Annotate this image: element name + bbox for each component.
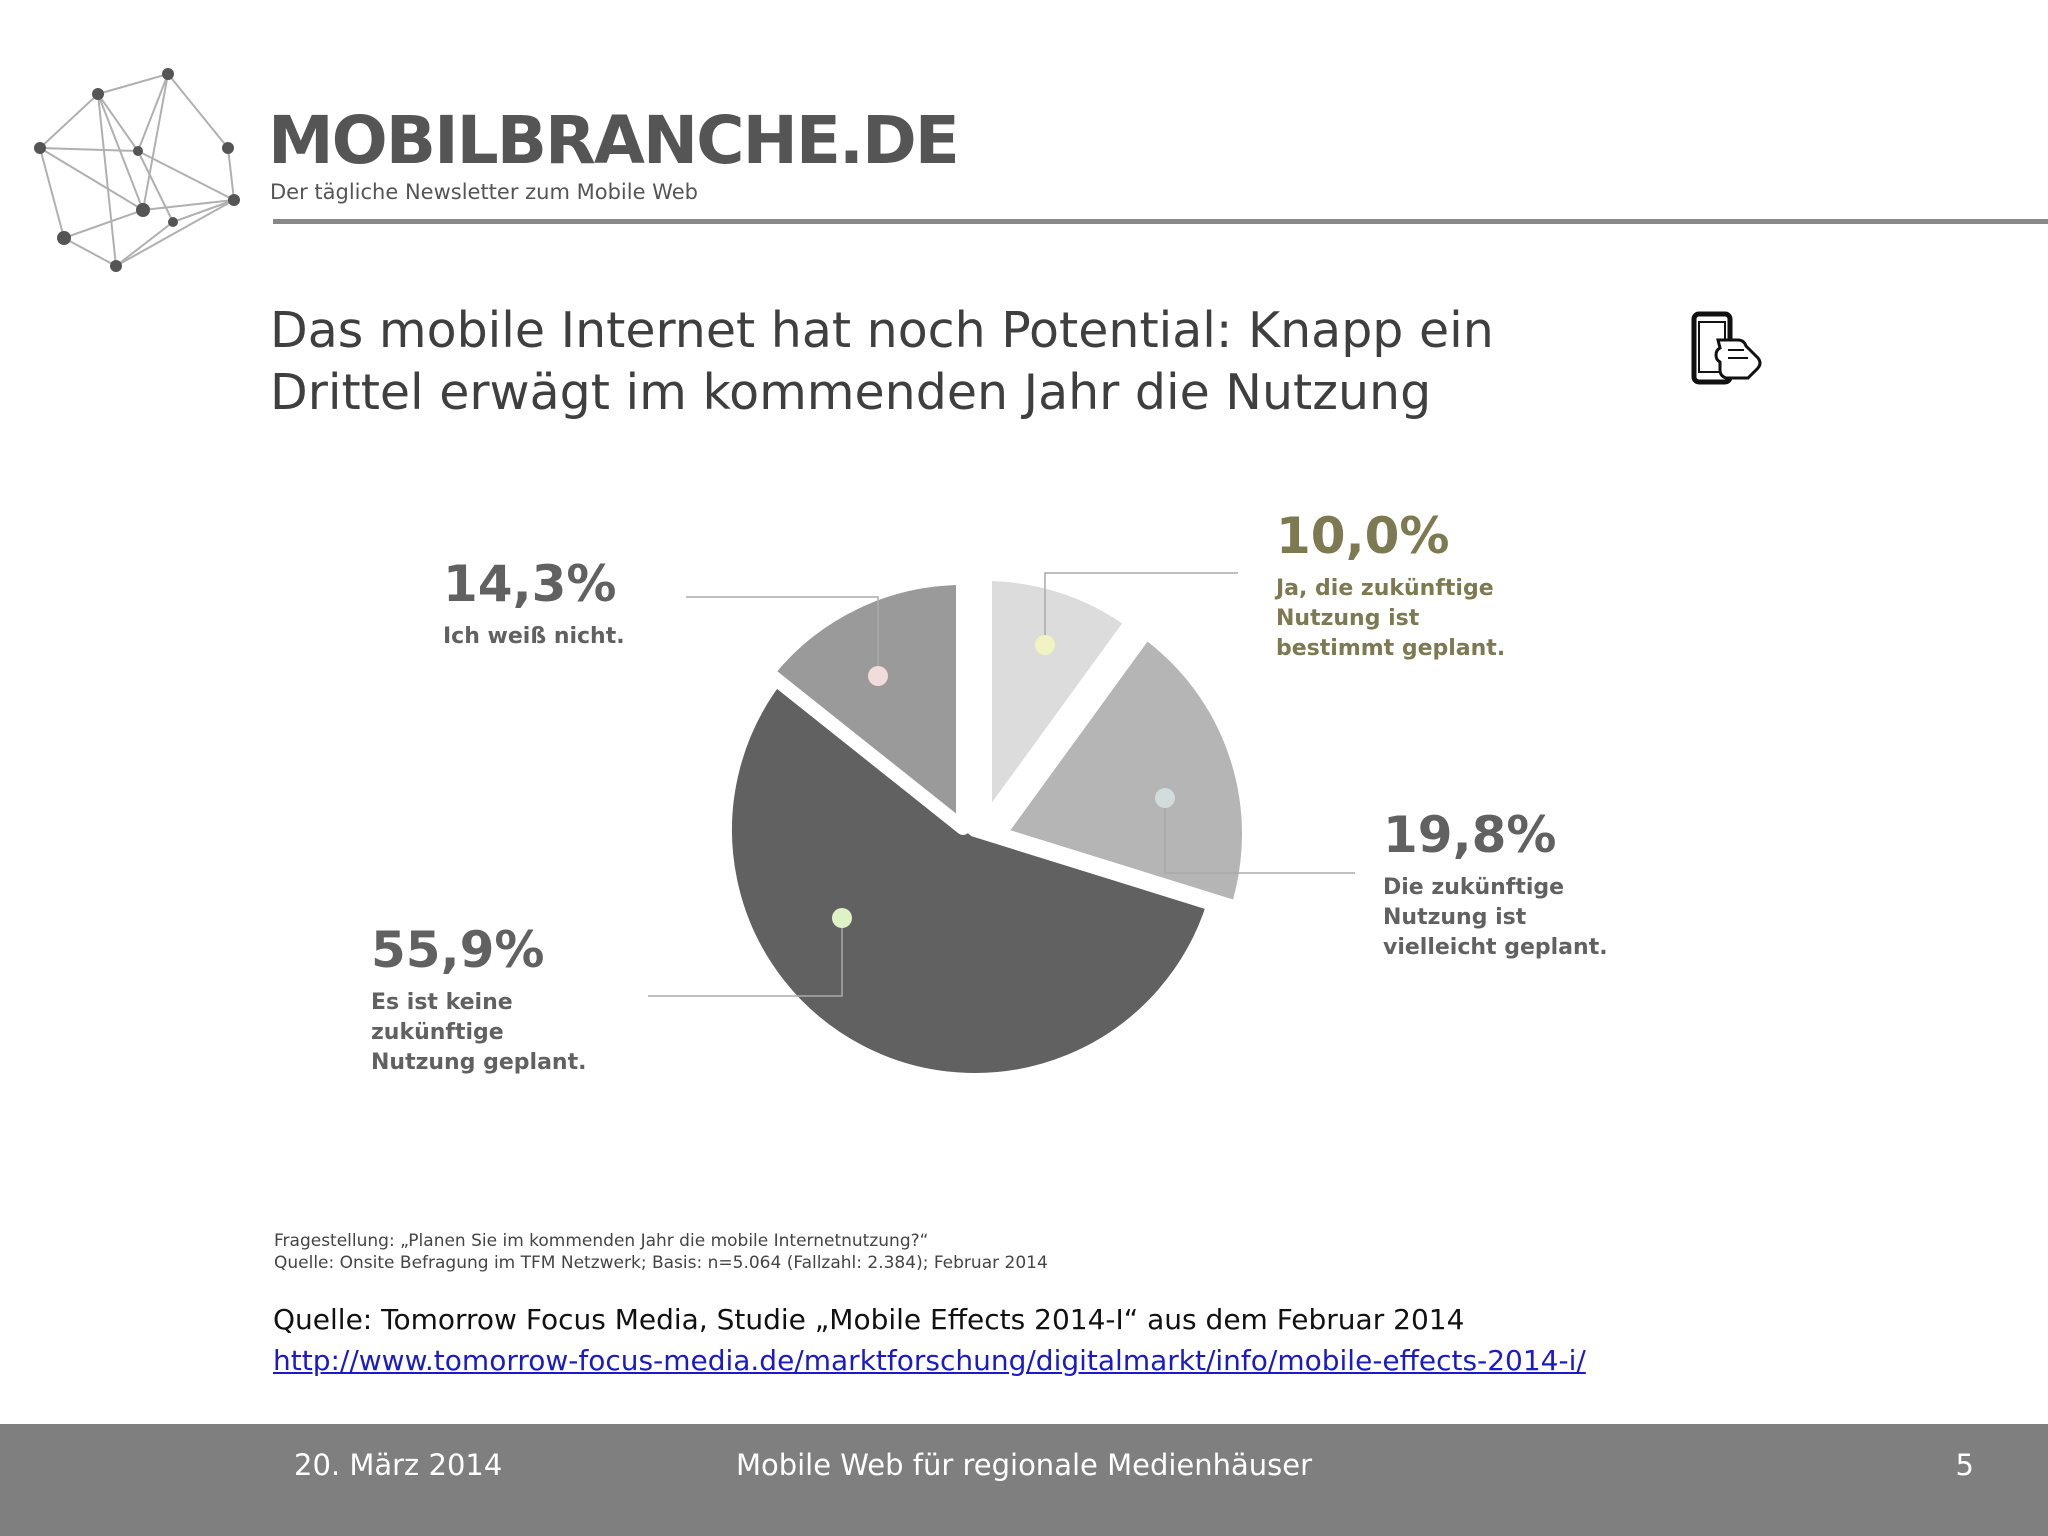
pie-slice-ja-value-label: 10,0%	[1276, 507, 1449, 565]
pie-slice-keine-category-label: Es ist keine zukünftige Nutzung geplant.	[371, 990, 586, 1075]
pie-slice-weiss-nicht-value-label: 14,3%	[443, 555, 616, 613]
pie-slice-keine-leader	[648, 918, 843, 997]
source-text: Quelle: Tomorrow Focus Media, Studie „Mo…	[273, 1303, 1465, 1336]
slide-title: Das mobile Internet hat noch Potential: …	[270, 302, 1494, 421]
pie-slice-weiss-nicht-marker	[868, 666, 888, 686]
pie-slice-vielleicht-value-label: 19,8%	[1383, 806, 1556, 864]
smartphone-hand-icon	[1691, 311, 1762, 385]
pie-chart: 10,0% Ja, die zukünftige Nutzung ist bestim…	[371, 507, 1608, 1087]
chart-footnote: Fragestellung: „Planen Sie im kommenden …	[274, 1230, 1048, 1274]
brand-name: MOBILBRANCHE.DE	[268, 102, 960, 179]
page-number: 5	[1955, 1448, 1974, 1482]
pie-slice-vielleicht	[992, 624, 1256, 916]
pie-slice-ja-category-label: Ja, die zukünftige Nutzung ist bestimmt ge…	[1274, 576, 1505, 661]
footer-bar: 20. März 2014 Mobile Web für regionale M…	[0, 1424, 2048, 1536]
source-link[interactable]: http://www.tomorrow-focus-media.de/markt…	[273, 1344, 1586, 1377]
network-globe-icon	[34, 68, 240, 272]
pie-slice-vielleicht-category-label: Die zukünftige Nutzung ist vielleicht gepl…	[1383, 875, 1608, 960]
pie-slice-weiss-nicht	[760, 571, 970, 835]
pie-slice-keine-value-label: 55,9%	[371, 921, 544, 979]
pie-slice-vielleicht-leader	[1164, 798, 1355, 874]
brand-tagline: Der tägliche Newsletter zum Mobile Web	[270, 180, 698, 204]
pie-slice-keine	[718, 667, 1221, 1087]
pie-slice-ja-marker	[1035, 635, 1055, 655]
footer-title: Mobile Web für regionale Medienhäuser	[735, 1448, 1313, 1482]
footer-date: 20. März 2014	[294, 1448, 503, 1482]
footnote-question: Fragestellung: „Planen Sie im kommenden …	[274, 1231, 929, 1251]
footnote-basis: Quelle: Onsite Befragung im TFM Netzwerk…	[274, 1253, 1048, 1273]
pie-slice-weiss-nicht-leader	[686, 596, 879, 676]
pie-slice-ja-leader	[1044, 572, 1238, 645]
header-divider	[273, 219, 2048, 224]
pie-slice-keine-marker	[832, 908, 852, 928]
pie-slice-ja	[978, 567, 1139, 831]
pie-slice-weiss-nicht-category-label: Ich weiß nicht.	[443, 624, 625, 649]
pie-slice-vielleicht-marker	[1155, 788, 1175, 808]
